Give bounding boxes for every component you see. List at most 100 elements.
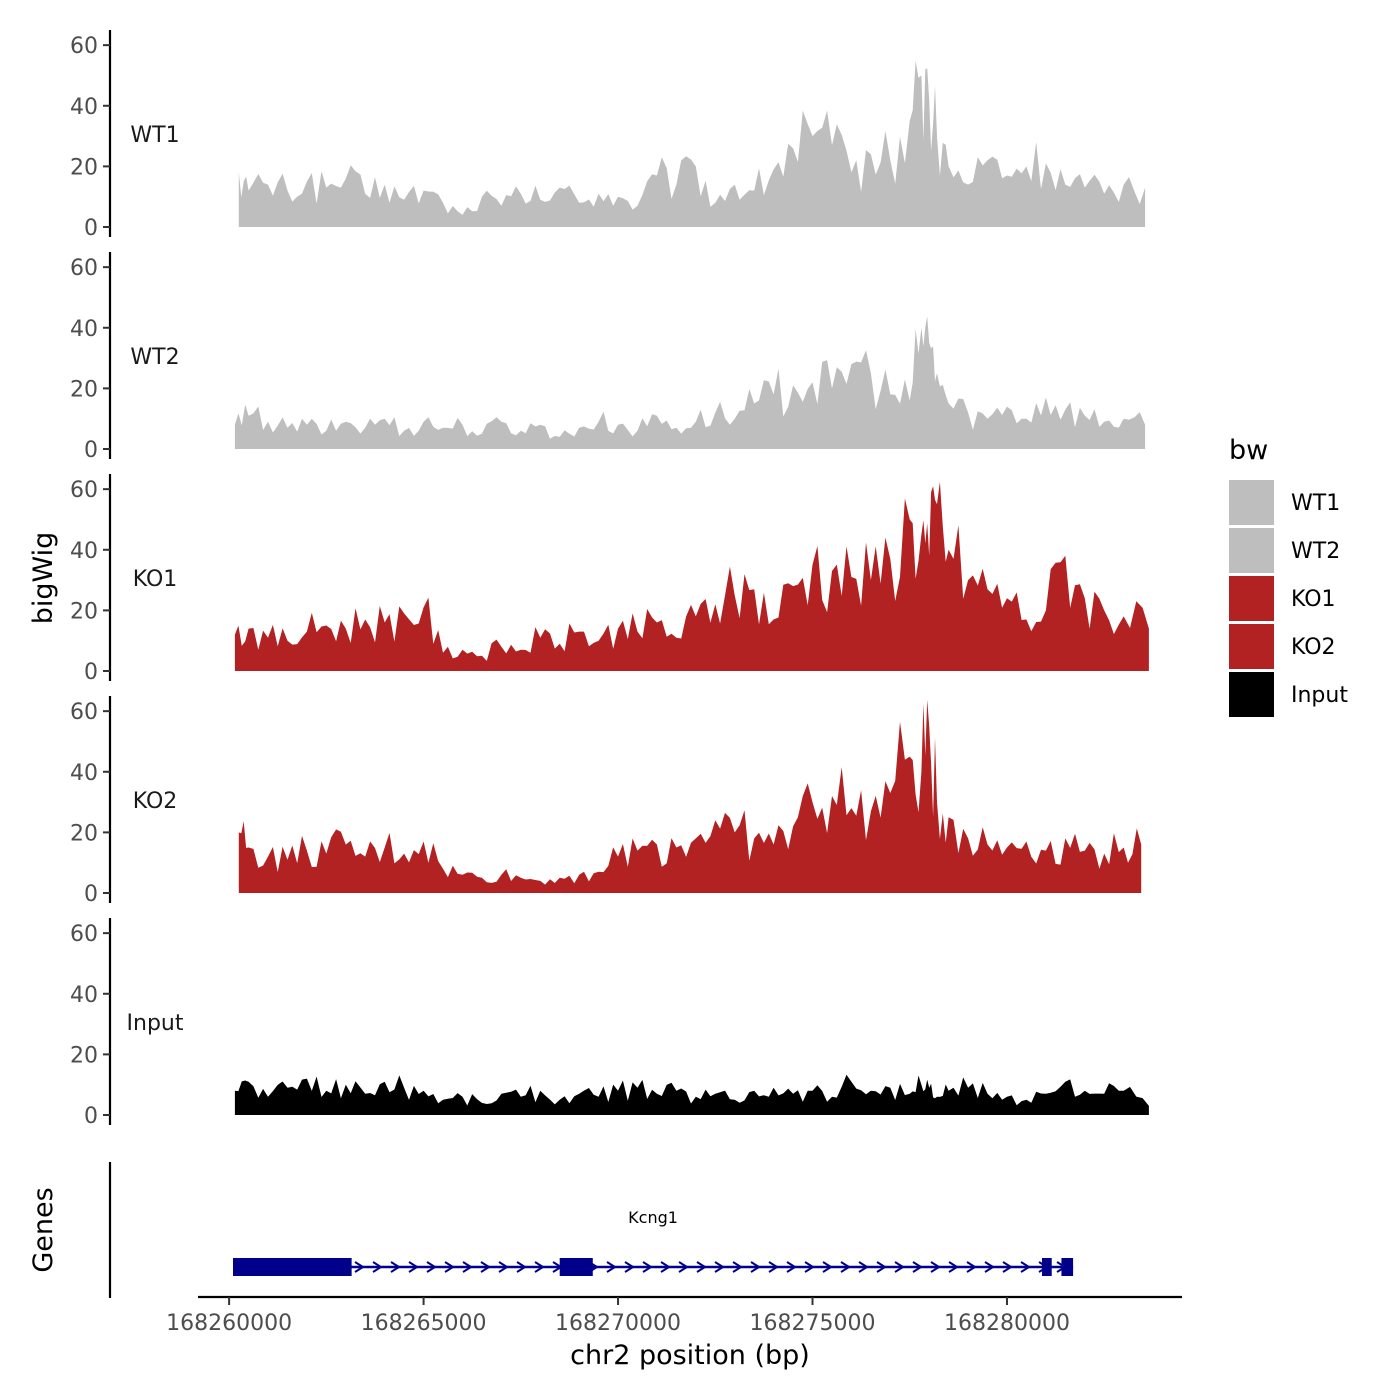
y-tick-label: 40: [70, 95, 98, 120]
y-tick-label: 0: [84, 1104, 98, 1129]
x-tick-label: 168260000: [166, 1311, 292, 1336]
coverage-area-ko1: [234, 481, 1149, 671]
coverage-area-input: [234, 1074, 1149, 1115]
strand-arrow: [822, 1261, 833, 1273]
genes-panel-title: Genes: [28, 1187, 59, 1272]
strand-arrow: [750, 1261, 761, 1273]
track-label: KO2: [133, 789, 178, 814]
track-label: Input: [127, 1011, 184, 1036]
y-tick-label: 20: [70, 821, 98, 846]
legend-item-ko1: KO1: [1229, 576, 1336, 621]
strand-arrow: [372, 1261, 383, 1273]
y-tick-label: 0: [84, 438, 98, 463]
y-tick-label: 0: [84, 660, 98, 685]
strand-arrow: [696, 1261, 707, 1273]
strand-arrow: [678, 1261, 689, 1273]
strand-arrow: [1020, 1261, 1031, 1273]
strand-arrow: [876, 1261, 887, 1273]
coverage-area-ko2: [238, 699, 1142, 893]
strand-arrow: [804, 1261, 815, 1273]
y-tick-label: 0: [84, 216, 98, 241]
strand-arrow: [480, 1261, 491, 1273]
y-tick-label: 0: [84, 882, 98, 907]
legend: bw WT1 WT2 KO1 KO2 Input: [1229, 435, 1348, 717]
legend-swatch: [1229, 672, 1274, 717]
strand-arrow: [516, 1261, 527, 1273]
y-tick-label: 40: [70, 539, 98, 564]
y-tick-label: 60: [70, 34, 98, 59]
strand-arrow: [354, 1261, 365, 1273]
strand-arrow: [660, 1261, 671, 1273]
legend-swatch: [1229, 576, 1274, 621]
track-wt2: 0 20 40 60 WT2: [70, 252, 1146, 463]
legend-swatch: [1229, 528, 1274, 573]
gene-exon: [1061, 1258, 1074, 1276]
strand-arrow: [498, 1261, 509, 1273]
track-ko1: 0 20 40 60 KO1: [70, 474, 1149, 685]
legend-swatch: [1229, 624, 1274, 669]
strand-arrow: [786, 1261, 797, 1273]
strand-arrow: [1002, 1261, 1013, 1273]
track-input: 0 20 40 60 Input: [70, 918, 1149, 1129]
y-tick-label: 40: [70, 317, 98, 342]
track-label: WT2: [130, 345, 179, 370]
strand-arrow: [840, 1261, 851, 1273]
legend-label: WT2: [1291, 539, 1340, 564]
strand-arrow: [426, 1261, 437, 1273]
track-wt1: 0 20 40 60 WT1: [70, 30, 1146, 241]
strand-arrow: [390, 1261, 401, 1273]
legend-swatch: [1229, 480, 1274, 525]
genes-panel: Genes Kcng1: [28, 1162, 1074, 1298]
legend-item-wt1: WT1: [1229, 480, 1340, 525]
strand-arrow: [948, 1261, 959, 1273]
x-tick-label: 168275000: [750, 1311, 876, 1336]
strand-arrow: [912, 1261, 923, 1273]
strand-arrow: [858, 1261, 869, 1273]
track-ko2: 0 20 40 60 KO2: [70, 696, 1142, 907]
strand-arrow: [714, 1261, 725, 1273]
strand-arrow: [768, 1261, 779, 1273]
legend-item-wt2: WT2: [1229, 528, 1340, 573]
y-tick-label: 60: [70, 700, 98, 725]
y-axis-title: bigWig: [28, 532, 59, 625]
strand-arrow: [732, 1261, 743, 1273]
strand-arrow: [930, 1261, 941, 1273]
track-label: KO1: [133, 567, 178, 592]
legend-label: WT1: [1291, 491, 1340, 516]
strand-arrow: [894, 1261, 905, 1273]
y-tick-label: 60: [70, 256, 98, 281]
legend-label: KO1: [1291, 587, 1336, 612]
legend-item-input: Input: [1229, 672, 1348, 717]
y-tick-label: 40: [70, 983, 98, 1008]
y-tick-label: 60: [70, 922, 98, 947]
y-tick-label: 60: [70, 478, 98, 503]
x-tick-label: 168265000: [361, 1311, 487, 1336]
gene-kcng1: Kcng1: [233, 1208, 1074, 1276]
coverage-area-wt1: [238, 60, 1146, 227]
y-tick-label: 20: [70, 377, 98, 402]
coverage-area-wt2: [234, 316, 1146, 449]
strand-arrow: [642, 1261, 653, 1273]
gene-name-label: Kcng1: [628, 1208, 678, 1227]
strand-arrow: [408, 1261, 419, 1273]
x-tick-label: 168270000: [555, 1311, 681, 1336]
legend-label: KO2: [1291, 635, 1336, 660]
x-axis: 168260000 168265000 168270000 168275000 1682…: [166, 1295, 1182, 1371]
legend-label: Input: [1291, 683, 1348, 708]
strand-arrow: [462, 1261, 473, 1273]
strand-arrow: [444, 1261, 455, 1273]
gene-models: Kcng1: [233, 1208, 1074, 1276]
strand-arrow: [606, 1261, 617, 1273]
gene-exon: [559, 1258, 593, 1276]
y-tick-label: 20: [70, 1043, 98, 1068]
x-axis-ticks: 168260000 168265000 168270000 168275000 1682…: [166, 1297, 1070, 1336]
coverage-tracks: 0 20 40 60 WT1 0 20 40 60 WT2 0 20 40 60 KO1 0 20 40 60 KO2…: [70, 30, 1149, 1129]
y-tick-label: 40: [70, 761, 98, 786]
strand-arrow: [624, 1261, 635, 1273]
y-tick-label: 20: [70, 155, 98, 180]
gene-exon: [1041, 1258, 1052, 1276]
legend-item-ko2: KO2: [1229, 624, 1336, 669]
x-tick-label: 168280000: [944, 1311, 1070, 1336]
y-tick-label: 20: [70, 599, 98, 624]
